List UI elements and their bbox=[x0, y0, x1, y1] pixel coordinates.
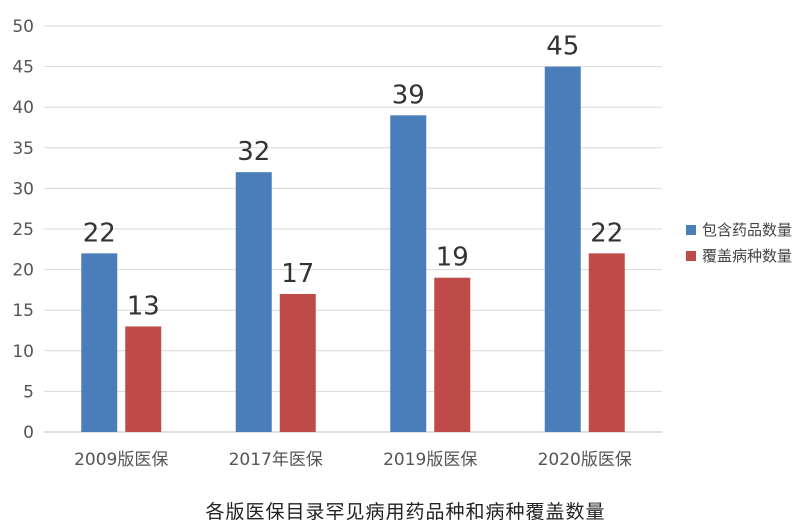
x-tick-label: 2017年医保 bbox=[229, 450, 323, 470]
data-labels: 22 13 32 17 39 19 45 22 bbox=[83, 32, 624, 322]
bar bbox=[390, 115, 427, 432]
legend-label: 包含药品数量 bbox=[702, 221, 792, 239]
legend-label: 覆盖病种数量 bbox=[702, 247, 792, 265]
data-label: 17 bbox=[281, 259, 314, 289]
data-label: 39 bbox=[392, 80, 425, 110]
y-tick-label: 30 bbox=[12, 179, 34, 199]
x-tick-label: 2009版医保 bbox=[74, 450, 168, 470]
bar bbox=[81, 253, 118, 432]
y-tick-label: 40 bbox=[12, 98, 34, 118]
y-tick-label: 20 bbox=[12, 261, 34, 281]
bar bbox=[125, 326, 162, 432]
y-axis: 0 5 10 15 20 25 30 35 40 45 50 bbox=[12, 17, 34, 443]
chart-caption: 各版医保目录罕见病用药品种和病种覆盖数量 bbox=[205, 501, 606, 523]
bar bbox=[434, 277, 471, 432]
y-tick-label: 45 bbox=[12, 58, 34, 78]
bar bbox=[588, 253, 625, 432]
data-label: 22 bbox=[590, 218, 623, 248]
bar bbox=[235, 172, 272, 432]
x-axis: 2009版医保 2017年医保 2019版医保 2020版医保 bbox=[74, 450, 632, 470]
y-tick-label: 0 bbox=[23, 423, 34, 443]
x-tick-label: 2019版医保 bbox=[383, 450, 477, 470]
bars bbox=[81, 66, 625, 432]
x-tick-label: 2020版医保 bbox=[538, 450, 632, 470]
bar bbox=[279, 293, 316, 432]
y-tick-label: 15 bbox=[12, 301, 34, 321]
data-label: 13 bbox=[127, 291, 160, 321]
legend-swatch bbox=[686, 225, 696, 235]
y-tick-label: 50 bbox=[12, 17, 34, 37]
y-tick-label: 35 bbox=[12, 139, 34, 159]
y-tick-label: 25 bbox=[12, 220, 34, 240]
data-label: 32 bbox=[237, 137, 270, 167]
y-tick-label: 10 bbox=[12, 342, 34, 362]
legend-swatch bbox=[686, 251, 696, 261]
y-tick-label: 5 bbox=[23, 382, 34, 402]
bar bbox=[544, 66, 581, 432]
data-label: 19 bbox=[436, 243, 469, 273]
data-label: 22 bbox=[83, 218, 116, 248]
data-label: 45 bbox=[546, 32, 579, 62]
